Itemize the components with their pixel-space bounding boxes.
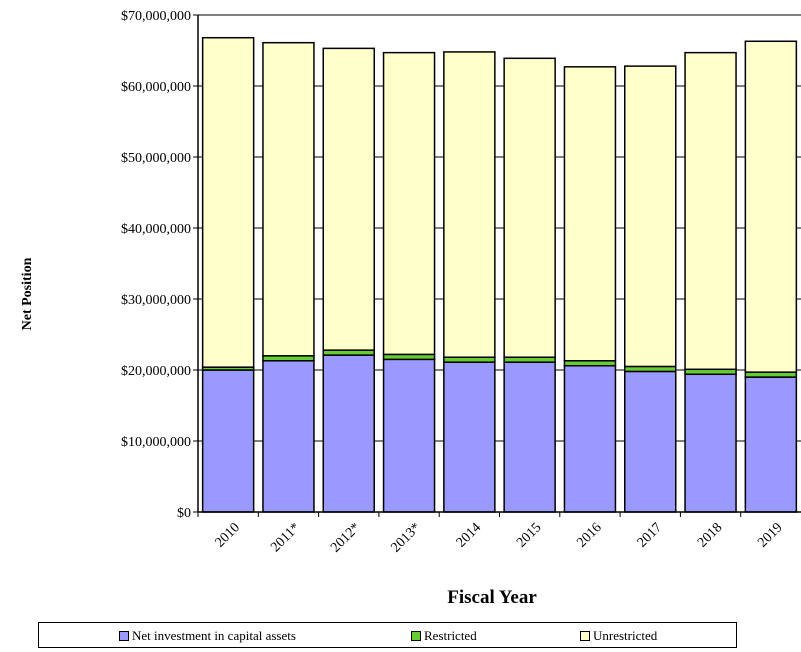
bar-segment-unrestricted: [443, 51, 496, 358]
legend-label-unrestricted: Unrestricted: [593, 628, 658, 643]
x-tick-label: 2016: [574, 520, 604, 550]
bar-segment-unrestricted: [503, 57, 556, 358]
y-tick-label: $60,000,000: [121, 80, 191, 95]
legend-swatch-unrestricted: [580, 631, 590, 641]
x-tick-label: 2012*: [328, 520, 363, 555]
y-tick-label: $40,000,000: [121, 222, 191, 237]
y-tick-label: $0: [177, 506, 191, 521]
legend: Net investment in capital assets Restric…: [38, 622, 737, 648]
x-tick-labels: 2010 2011* 2012* 2013* 2014 2015 2016 2017 2018 2…: [213, 520, 786, 555]
legend-item-unrestricted: Unrestricted: [580, 628, 657, 644]
y-tick-label: $50,000,000: [121, 151, 191, 166]
y-tick-label: $10,000,000: [121, 435, 191, 450]
bar-segment-capital-assets: [382, 358, 436, 513]
x-tick-label: 2017: [635, 520, 665, 550]
bar-segment-capital-assets: [684, 373, 737, 513]
y-axis-title: Net Position: [20, 257, 35, 330]
bar-segment-unrestricted: [262, 41, 315, 357]
x-tick-label: 2014: [454, 520, 484, 550]
bar-segment-unrestricted: [322, 47, 375, 351]
x-tick-label: 2019: [755, 520, 785, 550]
legend-label-restricted: Restricted: [424, 628, 477, 643]
x-tick-label: 2013*: [389, 520, 424, 555]
x-tick-label: 2011*: [268, 520, 303, 555]
x-tick-label: 2015: [514, 520, 544, 550]
bar-segment-capital-assets: [201, 369, 255, 513]
bar-segment-unrestricted: [744, 40, 798, 373]
bar-segment-capital-assets: [262, 360, 315, 513]
bar-segment-capital-assets: [503, 361, 556, 513]
bar-segment-capital-assets: [744, 376, 798, 513]
bar-segment-capital-assets: [563, 364, 617, 513]
y-tick-label: $20,000,000: [121, 364, 191, 379]
bar-segment-capital-assets: [624, 370, 677, 513]
legend-label-capital-assets: Net investment in capital assets: [132, 628, 296, 643]
legend-swatch-restricted: [411, 631, 421, 641]
y-tick-labels: $0 $10,000,000 $20,000,000 $30,000,000 $40,0…: [121, 9, 191, 521]
y-tick-label: $70,000,000: [121, 9, 191, 24]
bar-segment-capital-assets: [322, 354, 375, 513]
legend-item-restricted: Restricted: [411, 628, 477, 644]
bar-segment-unrestricted: [563, 66, 617, 362]
axes: [193, 14, 801, 517]
bar-segment-unrestricted: [382, 51, 436, 356]
bar-segment-unrestricted: [624, 65, 677, 368]
x-tick-label: 2010: [213, 520, 243, 550]
bar-segment-capital-assets: [443, 361, 496, 513]
y-tick-label: $30,000,000: [121, 293, 191, 308]
x-tick-label: 2018: [695, 520, 725, 550]
legend-item-capital-assets: Net investment in capital assets: [119, 628, 296, 644]
bar-segment-unrestricted: [684, 51, 737, 371]
bars: [201, 36, 798, 513]
legend-swatch-capital-assets: [119, 631, 129, 641]
bar-segment-unrestricted: [201, 36, 255, 368]
x-axis-title: Fiscal Year: [447, 587, 537, 608]
